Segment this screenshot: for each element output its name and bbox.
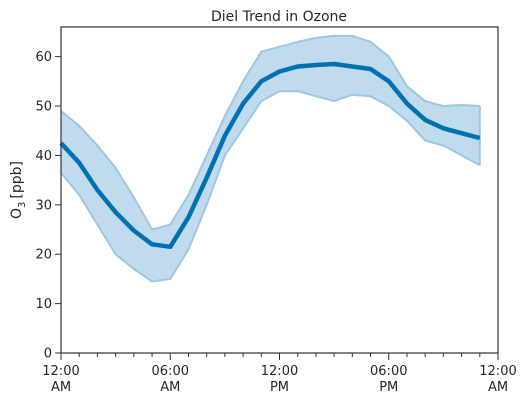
x-tick-label-time: 12:00 <box>42 364 79 379</box>
confidence-band-layer <box>60 34 481 283</box>
chart-title: Diel Trend in Ozone <box>211 9 347 25</box>
y-axis-label-unit: [ppb] <box>9 161 25 199</box>
x-tick-label-time: 06:00 <box>370 364 407 379</box>
y-axis: 0 10 20 30 40 50 60 <box>35 50 61 362</box>
band-lower-edge <box>60 90 481 283</box>
x-tick-label-period: AM <box>51 380 71 395</box>
x-tick-label-period: PM <box>270 380 289 395</box>
series-line <box>59 61 481 250</box>
y-axis-label: O3 [ppb] <box>9 161 28 219</box>
x-tick-label-period: AM <box>488 380 508 395</box>
x-tick-label-time: 12:00 <box>261 364 298 379</box>
y-tick-label: 50 <box>35 100 52 115</box>
x-tick-label-period: PM <box>379 380 398 395</box>
y-axis-label-subscript: 3 <box>17 202 28 208</box>
y-tick-label: 10 <box>35 297 52 312</box>
y-tick-label: 60 <box>35 50 52 65</box>
x-tick-label-time: 06:00 <box>152 364 189 379</box>
band-upper-edge <box>60 34 480 231</box>
y-axis-label-main: O <box>9 208 25 219</box>
y-tick-label: 30 <box>35 198 52 213</box>
y-tick-label: 20 <box>35 248 52 263</box>
y-tick-label: 40 <box>35 149 52 164</box>
y-tick-label: 0 <box>44 347 52 362</box>
x-tick-label-period: AM <box>160 380 180 395</box>
x-tick-label-time: 12:00 <box>479 364 516 379</box>
confidence-band <box>61 35 480 282</box>
